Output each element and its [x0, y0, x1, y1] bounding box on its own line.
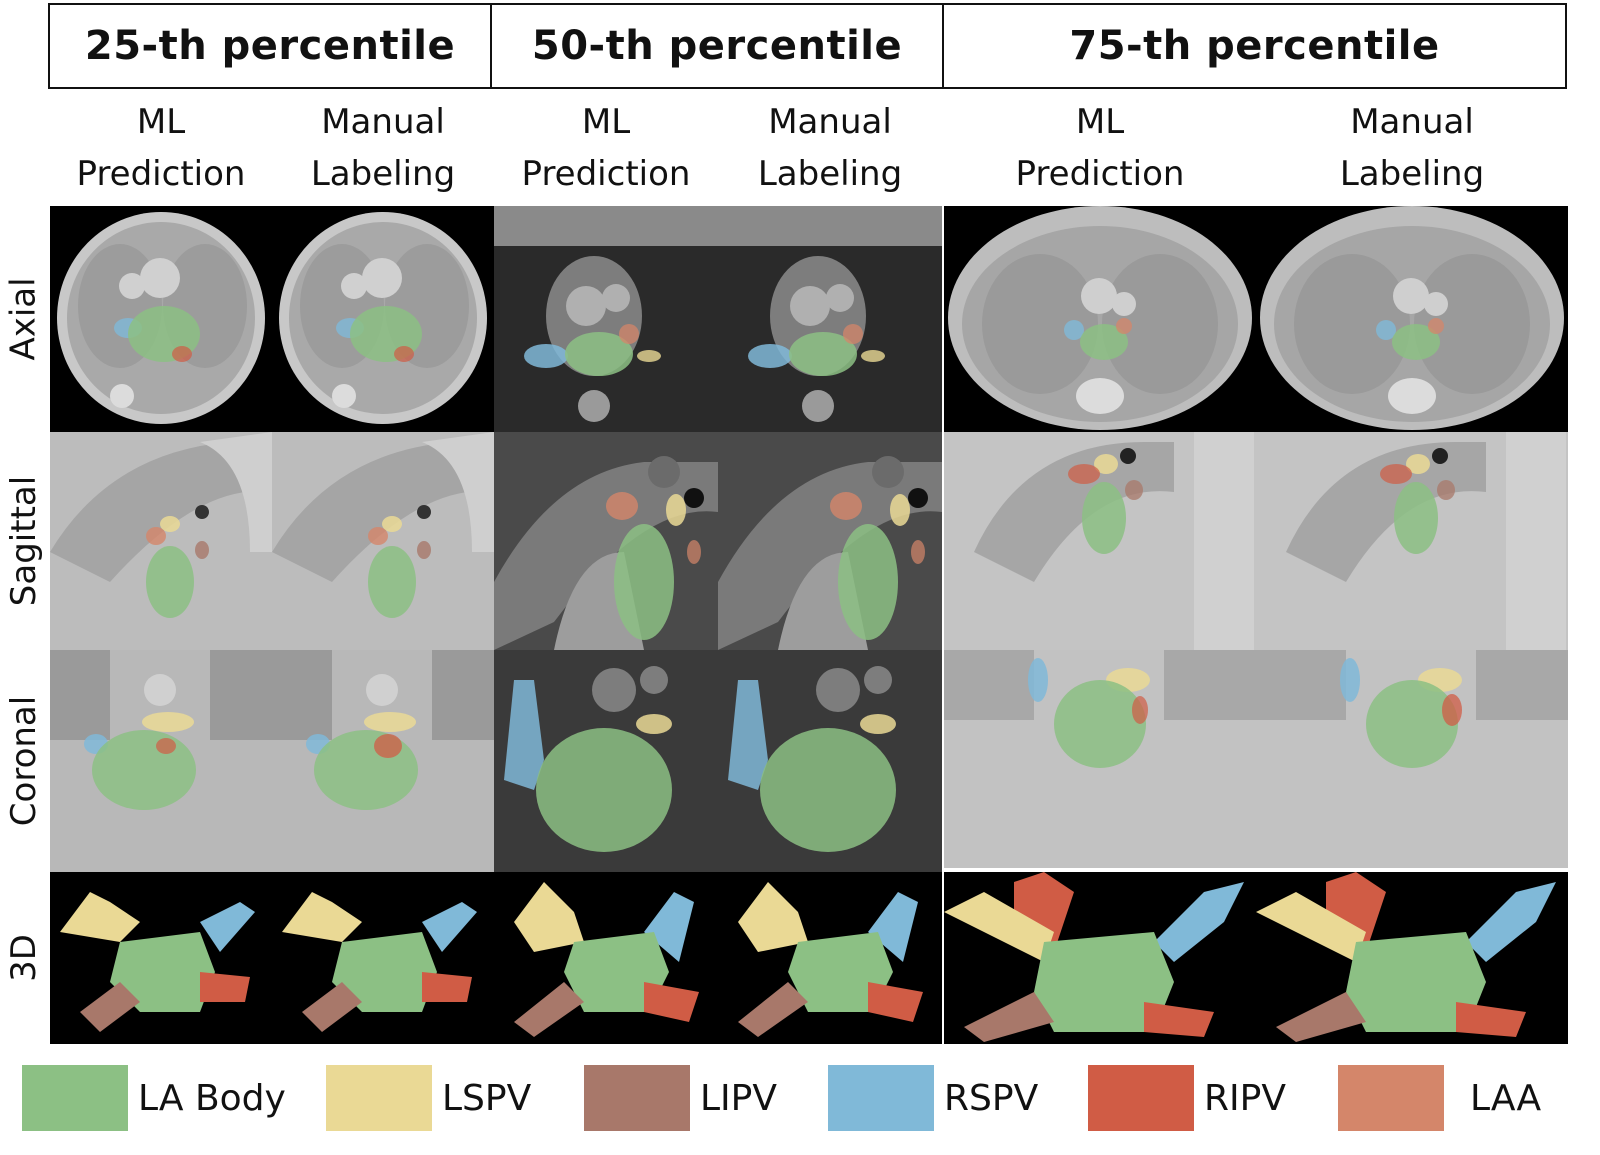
axial-75-manual-image	[1256, 206, 1568, 432]
coronal-25-manual-image	[272, 650, 494, 872]
row-label-coronal: Coronal	[4, 695, 44, 827]
legend-label-laa: LAA	[1470, 1078, 1542, 1119]
3d-50-ml-render	[494, 872, 718, 1044]
coronal-75-ml-image	[944, 650, 1256, 868]
legend-swatch-la-body	[22, 1065, 128, 1131]
3d-75-manual-render	[1256, 872, 1568, 1044]
subheader-manual-labeling-50: Manual Labeling	[757, 102, 903, 194]
legend: LA Body LSPV LIPV RSPV RIPV LAA	[0, 1065, 1600, 1135]
row-label-sagittal: Sagittal	[4, 475, 45, 607]
legend-swatch-laa	[1338, 1065, 1444, 1131]
sagittal-25-ml-image	[50, 432, 272, 650]
sagittal-50-manual-image	[718, 432, 942, 650]
coronal-50-manual-image	[718, 650, 942, 872]
legend-label-rspv: RSPV	[944, 1078, 1039, 1119]
coronal-25-ml-image	[50, 650, 272, 872]
coronal-75-manual-image	[1256, 650, 1568, 868]
3d-75-ml-render	[944, 872, 1256, 1044]
subheader-ml-prediction-25: ML Prediction	[76, 102, 246, 194]
legend-swatch-lspv	[326, 1065, 432, 1131]
header-75th-percentile: 75-th percentile	[942, 3, 1567, 89]
row-label-3d: 3D	[4, 934, 44, 982]
sagittal-75-ml-image	[944, 432, 1256, 650]
subheader-manual-labeling-25: Manual Labeling	[310, 102, 456, 194]
subheader-ml-prediction-50: ML Prediction	[521, 102, 691, 194]
coronal-50-ml-image	[494, 650, 718, 872]
row-label-axial: Axial	[4, 277, 45, 361]
header-50th-percentile: 50-th percentile	[490, 3, 944, 89]
axial-25-manual-image	[272, 206, 494, 432]
axial-25-ml-image	[50, 206, 272, 432]
sagittal-75-manual-image	[1256, 432, 1568, 650]
legend-label-la-body: LA Body	[138, 1078, 286, 1119]
axial-75-ml-image	[944, 206, 1256, 432]
3d-25-ml-render	[50, 872, 272, 1044]
legend-swatch-ripv	[1088, 1065, 1194, 1131]
3d-25-manual-render	[272, 872, 494, 1044]
legend-swatch-lipv	[584, 1065, 690, 1131]
legend-swatch-rspv	[828, 1065, 934, 1131]
3d-50-manual-render	[718, 872, 942, 1044]
header-25th-percentile: 25-th percentile	[48, 3, 492, 89]
axial-50-ml-image	[494, 206, 718, 432]
subheader-ml-prediction-75: ML Prediction	[1015, 102, 1185, 194]
legend-label-ripv: RIPV	[1204, 1078, 1286, 1119]
sagittal-25-manual-image	[272, 432, 494, 650]
sagittal-50-ml-image	[494, 432, 718, 650]
axial-50-manual-image	[718, 206, 942, 432]
legend-label-lipv: LIPV	[700, 1078, 778, 1119]
subheader-manual-labeling-75: Manual Labeling	[1339, 102, 1485, 194]
legend-label-lspv: LSPV	[442, 1078, 532, 1119]
